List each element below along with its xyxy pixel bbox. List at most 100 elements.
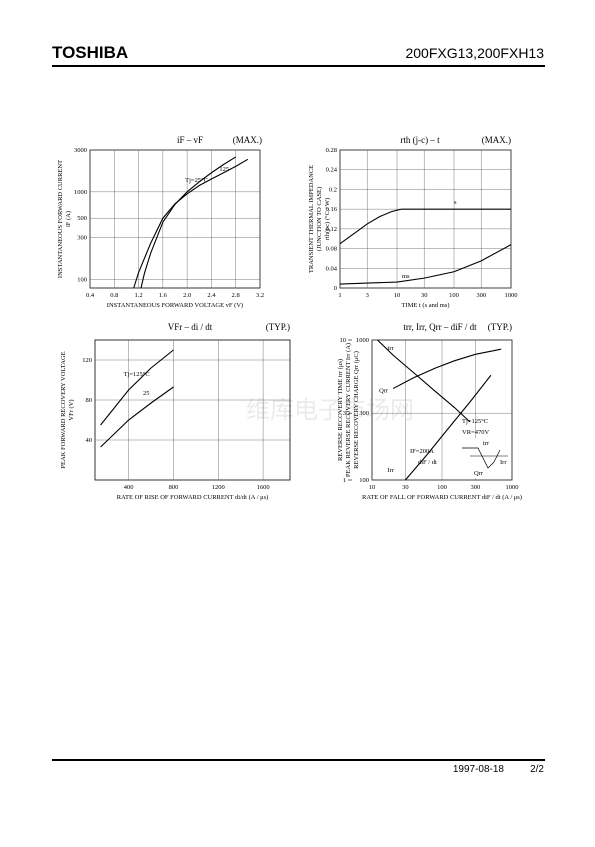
y-axis-label: rth(j-c) (°C / W) xyxy=(324,198,331,240)
x-axis-label: TIME t (s and ms) xyxy=(401,302,449,309)
y-tick-label: 3000 xyxy=(74,147,87,154)
footer-page: 2/2 xyxy=(530,764,544,775)
x-axis-label: RATE OF FALL OF FORWARD CURRENT diF / dt… xyxy=(362,494,522,501)
y-tick-label: 0.2 xyxy=(329,186,337,193)
x-tick-label: 1000 xyxy=(506,484,519,491)
y2-tick-label: 10 xyxy=(340,337,347,344)
x-tick-label: 1 xyxy=(338,292,341,299)
x-tick-label: 3.2 xyxy=(256,292,264,299)
series-line xyxy=(339,208,511,245)
x-tick-label: 10 xyxy=(369,484,376,491)
y-tick-label: 0.04 xyxy=(326,265,338,272)
chart-qualifier: (TYP.) xyxy=(266,322,290,332)
annotation: Irr xyxy=(500,459,507,466)
watermark: 维库电子市场网 xyxy=(246,396,414,424)
x-tick-label: 1600 xyxy=(257,484,270,491)
chart-qualifier: (MAX.) xyxy=(233,135,262,145)
x-axis-label: RATE OF RISE OF FORWARD CURRENT di/dt (A… xyxy=(117,494,269,501)
y-tick-label: 1000 xyxy=(74,189,87,196)
annotation: Tj=125°C xyxy=(462,418,488,425)
x-tick-label: 1000 xyxy=(505,292,518,299)
annotation: Qrr xyxy=(474,470,484,477)
annotation: diF / dt xyxy=(418,459,437,466)
series-label: Tj=25°C xyxy=(185,177,208,184)
y-tick-label: 40 xyxy=(86,437,93,444)
series-label: trr xyxy=(388,345,395,352)
y-axis-label: TRANSIENT THERMAL IMPEDANCE xyxy=(308,165,315,273)
footer-date: 1997-08-18 xyxy=(453,764,505,775)
x-tick-label: 0.8 xyxy=(110,292,118,299)
y-tick-label: 80 xyxy=(86,397,93,404)
x-tick-label: 100 xyxy=(449,292,459,299)
series-label: 125 xyxy=(219,166,229,173)
y-tick-label: 300 xyxy=(359,410,369,417)
y-tick-label: 100 xyxy=(77,277,87,284)
series-line xyxy=(133,158,249,289)
y-tick-label: 300 xyxy=(77,235,87,242)
x-tick-label: 300 xyxy=(471,484,481,491)
chart-qualifier: (TYP.) xyxy=(488,322,512,332)
x-tick-label: 300 xyxy=(476,292,486,299)
y-axis-label: VFr (V) xyxy=(68,399,75,420)
series-label: Irr xyxy=(387,467,394,474)
part-number: 200FXG13,200FXH13 xyxy=(405,45,544,61)
y-tick-label: 0.12 xyxy=(326,226,337,233)
y-tick-label: 0.28 xyxy=(326,147,337,154)
x-tick-label: 30 xyxy=(402,484,409,491)
inset-bg xyxy=(458,438,510,478)
x-tick-label: 1.6 xyxy=(159,292,168,299)
x-tick-label: 1200 xyxy=(212,484,225,491)
y-axis-label: PEAK REVERSE RECOVERY CURRENT Irr (A) xyxy=(345,343,352,477)
plot-frame xyxy=(94,339,291,481)
x-axis-label: INSTANTANEOUS FORWARD VOLTAGE vF (V) xyxy=(107,302,243,309)
brand: TOSHIBA xyxy=(52,43,128,62)
x-tick-label: 1.2 xyxy=(135,292,143,299)
inset-waveform xyxy=(462,447,501,469)
series-label: Tj=125°C xyxy=(124,371,150,378)
series-label: ms xyxy=(402,273,410,280)
y-tick-label: 0.24 xyxy=(326,167,338,174)
chart-qualifier: (MAX.) xyxy=(482,135,511,145)
y-axis-label: INSTANTANEOUS FORWARD CURRENT xyxy=(57,160,64,278)
x-tick-label: 2.4 xyxy=(207,292,216,299)
series-line xyxy=(377,339,471,423)
x-tick-label: 2.8 xyxy=(232,292,240,299)
series-line xyxy=(100,386,174,448)
x-tick-label: 3 xyxy=(366,292,369,299)
annotation: trr xyxy=(483,440,490,447)
chart-title: iF – vF xyxy=(177,135,203,145)
annotation: VR=470V xyxy=(462,429,489,436)
y2-tick-label: 1 xyxy=(343,477,346,484)
x-tick-label: 10 xyxy=(394,292,401,299)
series-line xyxy=(392,348,502,390)
y-tick-label: 0.16 xyxy=(326,206,338,213)
y-tick-label: 500 xyxy=(77,215,87,222)
series-line xyxy=(100,349,174,426)
y-axis-label: iF (A) xyxy=(65,211,72,227)
chart-title: trr, Irr, Qrr – diF / dt xyxy=(403,322,477,332)
y-axis-label: PEAK FORWARD RECOVERY VOLTAGE xyxy=(60,351,67,468)
series-label: s xyxy=(454,199,457,206)
y-axis-label: REVERSE RECOVERY TIME trr (μs) xyxy=(337,359,344,461)
x-tick-label: 30 xyxy=(421,292,428,299)
x-tick-label: 0.4 xyxy=(86,292,95,299)
y-axis-label: REVERSE RECOVERY CHARGE Qrr (μC) xyxy=(353,351,360,469)
chart-title: rth (j-c) – t xyxy=(400,135,440,145)
annotation: IF=200A xyxy=(410,448,434,455)
x-tick-label: 400 xyxy=(124,484,134,491)
series-line xyxy=(404,374,492,481)
y-axis-label: (JUNCTION TO CASE) xyxy=(316,187,323,251)
y-tick-label: 1000 xyxy=(356,337,369,344)
y2-tick-label: 3 xyxy=(343,410,346,417)
x-tick-label: 2.0 xyxy=(183,292,191,299)
series-label: 25 xyxy=(143,390,150,397)
y-tick-label: 0.08 xyxy=(326,246,337,253)
series-label: Qrr xyxy=(379,388,389,395)
x-tick-label: 100 xyxy=(437,484,447,491)
series-line xyxy=(339,244,512,285)
y-tick-label: 0 xyxy=(334,285,337,292)
y-tick-label: 100 xyxy=(359,477,369,484)
x-tick-label: 800 xyxy=(169,484,179,491)
